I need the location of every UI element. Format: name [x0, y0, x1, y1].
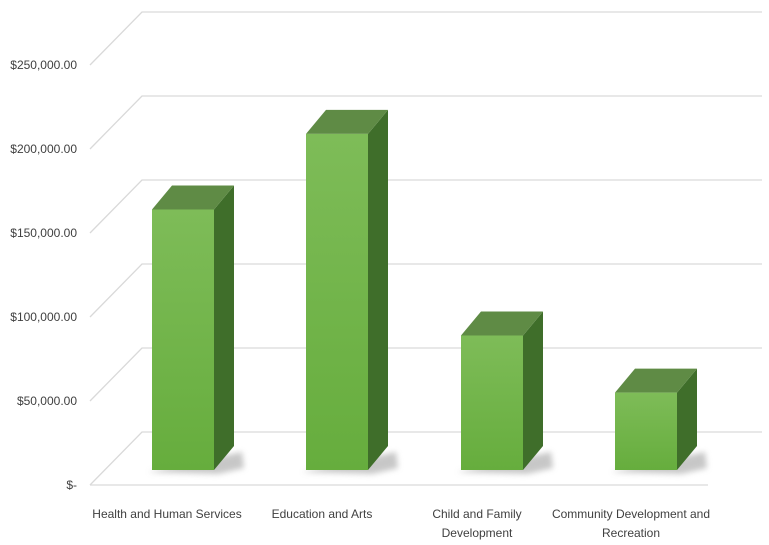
bar-top: [461, 311, 543, 336]
bar-top: [306, 109, 388, 134]
y-tick-label: $100,000.00: [10, 310, 77, 324]
bar-front: [152, 209, 214, 471]
bar-side: [677, 368, 697, 470]
y-tick-label: $150,000.00: [10, 226, 77, 240]
bar: [457, 311, 553, 474]
bar-front: [615, 392, 677, 470]
bar: [302, 109, 398, 474]
gridlines: [89, 11, 762, 486]
gridline: [89, 179, 762, 234]
x-category-label: Health and Human Services: [92, 507, 241, 521]
gridline: [89, 95, 762, 150]
y-tick-label: $200,000.00: [10, 142, 77, 156]
gridline: [89, 11, 762, 66]
gridline: [89, 347, 762, 402]
y-tick-label: $250,000.00: [10, 58, 77, 72]
bar-top: [615, 368, 697, 393]
bars: [148, 109, 707, 474]
bar-side: [214, 185, 234, 471]
y-tick-label: $50,000.00: [17, 394, 77, 408]
bar-front: [461, 335, 523, 470]
gridline: [89, 431, 762, 486]
x-axis-labels: Health and Human Services Education and A…: [92, 507, 710, 540]
bar-front: [306, 133, 368, 470]
y-tick-label: $-: [66, 478, 77, 492]
y-axis-ticks: $- $50,000.00 $100,000.00 $150,000.00 $200,0…: [10, 58, 77, 492]
bar-top: [152, 185, 234, 210]
x-category-label: Education and Arts: [272, 507, 373, 521]
bar-side: [368, 109, 388, 470]
bar: [148, 185, 244, 474]
x-category-label: Child and Family Development: [432, 507, 521, 540]
bar-side: [523, 311, 543, 470]
bar: [611, 368, 707, 474]
x-category-label: Community Development and Recreation: [552, 507, 710, 540]
gridline: [89, 263, 762, 318]
